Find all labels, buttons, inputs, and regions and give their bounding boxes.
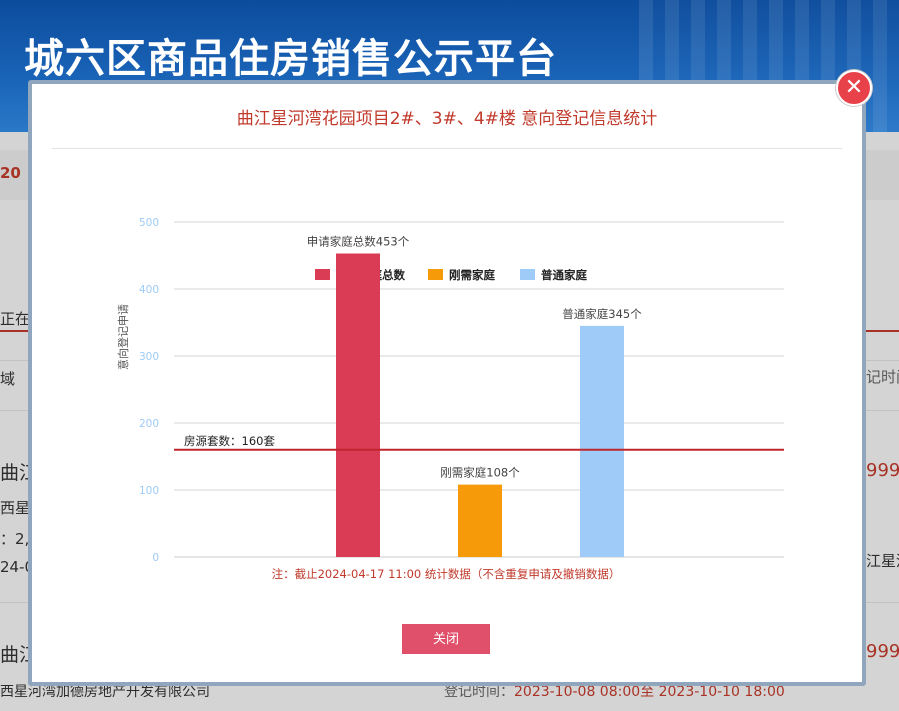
bar-3 <box>580 325 624 557</box>
bar-label-2: 刚需家庭108个 <box>440 466 520 480</box>
date-fragment: 24-0 <box>0 558 35 576</box>
reference-line-group: 房源套数：160套 <box>174 434 784 451</box>
developer-fragment: 西星 <box>0 499 31 517</box>
bar-1 <box>336 253 380 557</box>
location-fragment: 江星河 <box>866 552 899 570</box>
area-fragment: ：2, <box>0 530 30 548</box>
close-icon[interactable]: ✕ <box>836 70 872 106</box>
y-tick-label-200: 200 <box>139 418 159 430</box>
y-axis-label: 意向登记申请 <box>116 304 130 370</box>
y-tick-label-500: 500 <box>139 217 159 229</box>
tab-fragment[interactable]: 正在 <box>0 310 31 328</box>
site-title: 城六区商品住房销售公示平台 <box>24 36 557 82</box>
dialog-title: 曲江星河湾花园项目2#、3#、4#楼 意向登记信息统计 <box>236 109 658 129</box>
column-header-fragment: 记时间 <box>866 368 899 386</box>
reference-line-label: 房源套数：160套 <box>184 434 275 448</box>
title-divider <box>52 148 842 149</box>
legend-label-3: 普通家庭 <box>541 268 587 282</box>
registration-time-value: 2023-10-08 08:00至 2023-10-10 18:00 <box>514 684 785 700</box>
close-button[interactable]: 关闭 <box>402 624 490 654</box>
bar-2 <box>458 484 502 557</box>
registration-time-label: 登记时间： <box>444 684 514 700</box>
y-tick-label-300: 300 <box>139 351 159 363</box>
y-tick-label-100: 100 <box>139 485 159 497</box>
legend-swatch-2 <box>428 269 443 280</box>
chart-note: 注：截止2024-04-17 11:00 统计数据（不含重复申请及撤销数据） <box>272 567 621 581</box>
legend-swatch-1 <box>315 269 330 280</box>
statistics-dialog: 曲江星河湾花园项目2#、3#、4#楼 意向登记信息统计 申请家庭总数刚需家庭普通… <box>28 80 866 686</box>
bar-label-1: 申请家庭总数453个 <box>307 234 410 248</box>
price-fragment: 999 <box>866 641 899 662</box>
legend-label-2: 刚需家庭 <box>449 268 495 282</box>
developer-name: 西星河湾加德房地产开发有限公司 <box>0 684 210 700</box>
bar-label-3: 普通家庭345个 <box>562 307 642 321</box>
y-tick-label-400: 400 <box>139 284 159 296</box>
legend-swatch-3 <box>520 269 535 280</box>
notice-fragment: 20 <box>0 164 21 182</box>
y-tick-label-0: 0 <box>152 552 159 564</box>
price-fragment: 999 <box>866 460 899 481</box>
column-header-fragment: 域 <box>0 370 16 388</box>
